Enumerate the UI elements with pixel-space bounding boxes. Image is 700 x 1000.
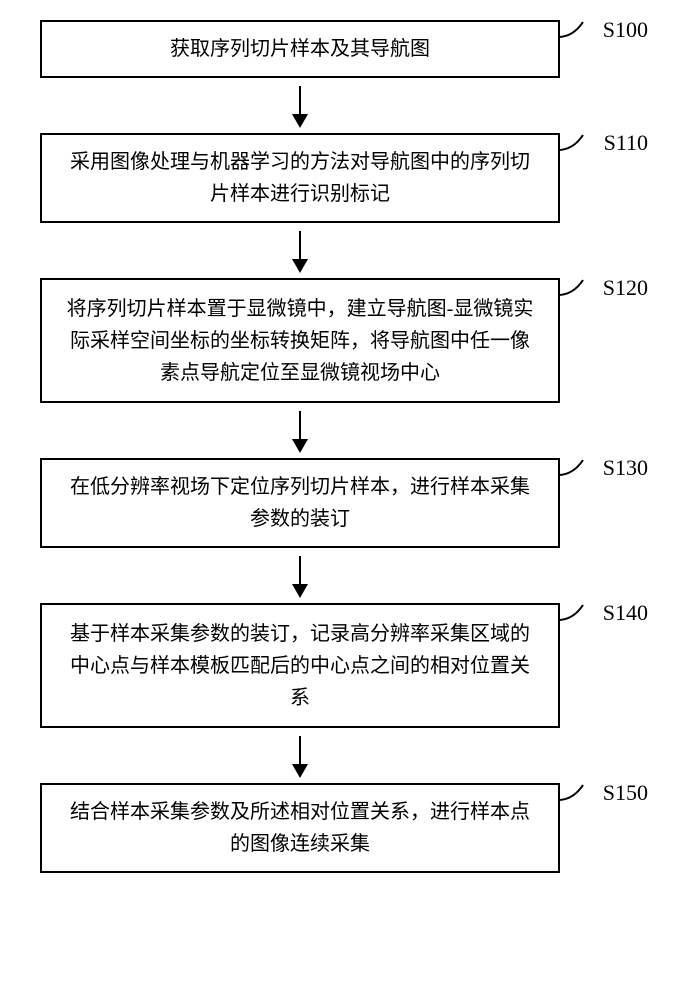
curve-connector — [558, 602, 588, 622]
step-label: S150 — [603, 780, 648, 806]
step-label: S140 — [603, 600, 648, 626]
step-text: 将序列切片样本置于显微镜中，建立导航图-显微镜实际采样空间坐标的坐标转换矩阵，将… — [62, 293, 538, 389]
step-label: S110 — [604, 130, 648, 156]
step-box-s100: 获取序列切片样本及其导航图 S100 — [40, 20, 560, 78]
step-label: S130 — [603, 455, 648, 481]
arrow-container — [40, 403, 560, 458]
arrow-icon — [299, 411, 301, 451]
curve-connector — [558, 277, 588, 297]
arrow-icon — [299, 736, 301, 776]
step-box-s140: 基于样本采集参数的装订，记录高分辨率采集区域的中心点与样本模板匹配后的中心点之间… — [40, 603, 560, 728]
arrow-icon — [299, 86, 301, 126]
step-text: 获取序列切片样本及其导航图 — [170, 33, 430, 65]
step-box-s130: 在低分辨率视场下定位序列切片样本，进行样本采集参数的装订 S130 — [40, 458, 560, 548]
step-label: S120 — [603, 275, 648, 301]
step-label: S100 — [603, 17, 648, 43]
step-box-s110: 采用图像处理与机器学习的方法对导航图中的序列切片样本进行识别标记 S110 — [40, 133, 560, 223]
curve-connector — [558, 19, 588, 39]
arrow-icon — [299, 231, 301, 271]
step-text: 基于样本采集参数的装订，记录高分辨率采集区域的中心点与样本模板匹配后的中心点之间… — [62, 618, 538, 714]
step-text: 在低分辨率视场下定位序列切片样本，进行样本采集参数的装订 — [62, 471, 538, 535]
arrow-container — [40, 548, 560, 603]
arrow-icon — [299, 556, 301, 596]
curve-connector — [558, 457, 588, 477]
arrow-container — [40, 78, 560, 133]
flowchart-container: 获取序列切片样本及其导航图 S100 采用图像处理与机器学习的方法对导航图中的序… — [40, 20, 660, 873]
step-text: 结合样本采集参数及所述相对位置关系，进行样本点的图像连续采集 — [62, 796, 538, 860]
curve-connector — [558, 782, 588, 802]
step-text: 采用图像处理与机器学习的方法对导航图中的序列切片样本进行识别标记 — [62, 146, 538, 210]
arrow-container — [40, 223, 560, 278]
curve-connector — [558, 132, 588, 152]
step-box-s150: 结合样本采集参数及所述相对位置关系，进行样本点的图像连续采集 S150 — [40, 783, 560, 873]
arrow-container — [40, 728, 560, 783]
step-box-s120: 将序列切片样本置于显微镜中，建立导航图-显微镜实际采样空间坐标的坐标转换矩阵，将… — [40, 278, 560, 403]
